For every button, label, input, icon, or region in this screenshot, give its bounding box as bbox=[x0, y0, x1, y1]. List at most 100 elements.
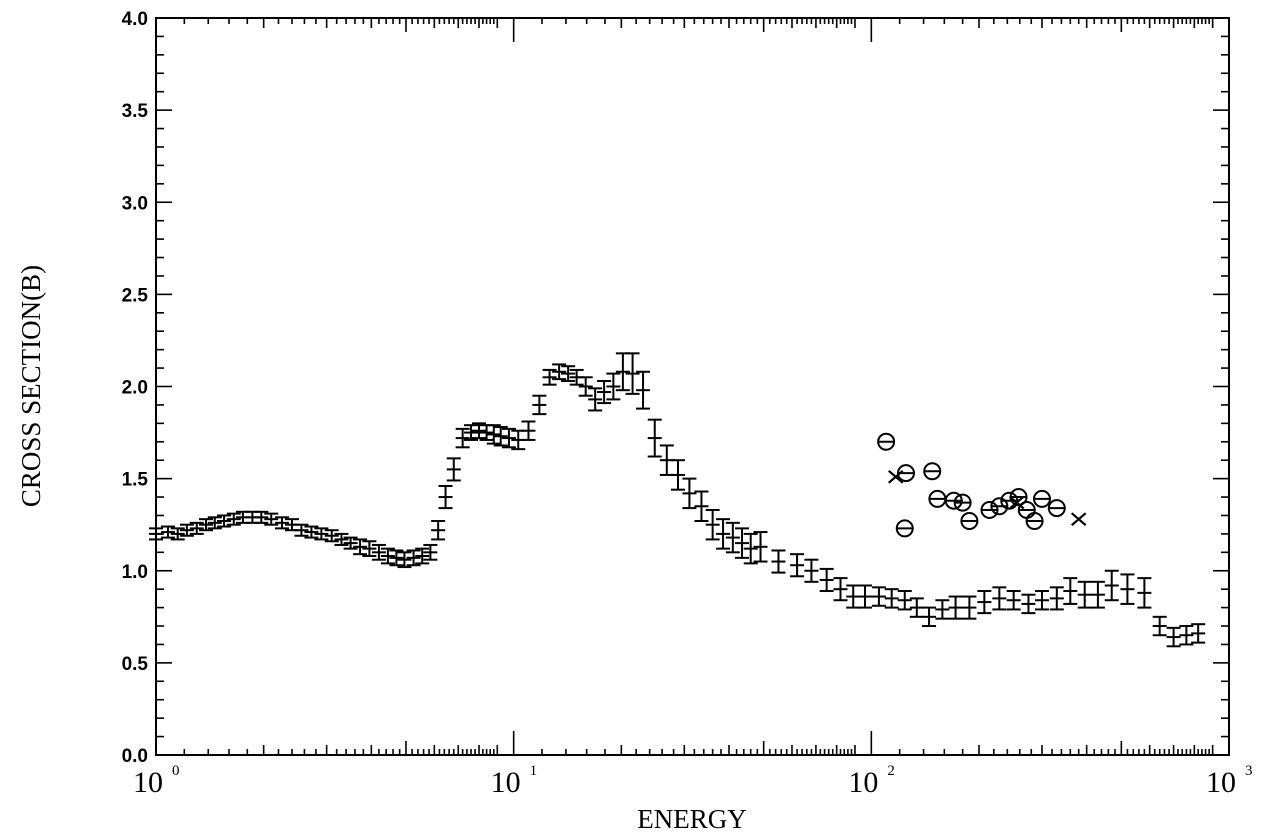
circle-point bbox=[928, 489, 947, 508]
errorbar-point bbox=[431, 520, 446, 541]
errorbar-point bbox=[472, 422, 487, 440]
errorbar-point bbox=[226, 512, 241, 526]
errorbar-point bbox=[833, 577, 848, 602]
errorbar-point bbox=[897, 590, 912, 611]
errorbar-point bbox=[1006, 590, 1021, 611]
errorbar-point bbox=[1152, 615, 1167, 637]
errorbar-point bbox=[1137, 577, 1152, 609]
errorbar-point bbox=[725, 521, 740, 554]
errorbar-point bbox=[606, 372, 621, 401]
errorbar-point bbox=[1166, 626, 1181, 648]
errorbar-point bbox=[217, 514, 232, 528]
circle-point bbox=[1032, 489, 1051, 508]
errorbar-point bbox=[446, 457, 461, 482]
errorbar-point bbox=[380, 547, 395, 565]
circle-point bbox=[1047, 499, 1066, 518]
errorbar-point bbox=[423, 543, 438, 561]
errorbar-point bbox=[334, 532, 349, 546]
errorbar-point bbox=[324, 529, 339, 543]
errorbar-point bbox=[1191, 623, 1206, 644]
errorbar-point bbox=[753, 531, 768, 563]
errorbar-point bbox=[636, 370, 651, 410]
errorbar-point bbox=[389, 549, 404, 567]
y-tick-label: 4.0 bbox=[122, 9, 148, 30]
errorbar-point bbox=[935, 599, 950, 620]
x-tick-exponent: 0 bbox=[172, 763, 180, 779]
cross-point bbox=[1070, 512, 1087, 526]
errorbar-point bbox=[561, 365, 576, 382]
errorbar-point bbox=[625, 352, 640, 395]
errorbar-point bbox=[647, 418, 662, 458]
axis-ticks bbox=[155, 17, 1229, 756]
errorbar-point bbox=[501, 427, 516, 449]
errorbar-point bbox=[694, 490, 709, 523]
errorbar-point bbox=[1104, 569, 1119, 602]
errorbar-point bbox=[743, 532, 758, 565]
x-tick-exponent: 2 bbox=[887, 763, 895, 779]
errorbar-point bbox=[1021, 593, 1036, 615]
y-tick-label: 2.0 bbox=[122, 378, 148, 399]
circle-point bbox=[1017, 500, 1036, 519]
errorbar-point bbox=[207, 516, 222, 530]
errorbar-point bbox=[884, 588, 899, 609]
errorbar-point bbox=[846, 584, 861, 609]
errorbar-point bbox=[264, 512, 279, 526]
errorbar-point bbox=[274, 516, 289, 530]
errorbar-point bbox=[170, 527, 185, 541]
errorbar-point bbox=[977, 590, 992, 615]
circle-point bbox=[980, 500, 999, 519]
errorbar-point bbox=[615, 352, 630, 392]
y-tick-label: 3.5 bbox=[122, 101, 149, 122]
x-tick-label: 10 bbox=[491, 766, 521, 799]
errorbar-point bbox=[790, 553, 805, 578]
x-tick-exponent: 1 bbox=[530, 763, 538, 779]
errorbar-point bbox=[304, 525, 319, 539]
x-tick-label: 10 bbox=[133, 766, 163, 799]
errorbar-point bbox=[542, 368, 557, 386]
errorbar-point bbox=[771, 549, 786, 574]
errorbar-point bbox=[199, 518, 214, 532]
x-tick-label: 10 bbox=[848, 766, 878, 799]
plot-frame bbox=[155, 17, 1230, 756]
x-tick-labels: 10 0 10 1 10 2 10 3 bbox=[133, 763, 1253, 799]
circle-point bbox=[960, 512, 979, 531]
y-axis-title: CROSS SECTION(B) bbox=[16, 265, 46, 507]
errorbar-point bbox=[578, 376, 593, 397]
errorbar-point bbox=[1090, 580, 1105, 609]
errorbar-point bbox=[521, 420, 536, 441]
errorbar-point bbox=[948, 595, 963, 620]
y-tick-label: 0.5 bbox=[122, 654, 149, 675]
errorbar-point bbox=[597, 379, 612, 405]
cross-point bbox=[1009, 495, 1025, 510]
circle-point bbox=[923, 462, 942, 481]
errorbar-point bbox=[588, 387, 603, 412]
circle-point bbox=[895, 519, 914, 538]
errorbar-point bbox=[1049, 586, 1064, 611]
errorbar-point bbox=[254, 510, 269, 524]
errorbar-point bbox=[1077, 580, 1092, 609]
y-tick-label: 3.0 bbox=[122, 193, 148, 214]
y-tick-labels: 0.0 0.5 1.0 1.5 2.0 2.5 3.0 3.5 4.0 bbox=[122, 9, 149, 767]
errorbar-point bbox=[922, 606, 937, 628]
errorbar-point bbox=[314, 527, 329, 541]
errorbar-point bbox=[819, 567, 834, 593]
circle-point bbox=[877, 432, 896, 451]
x-tick-exponent: 3 bbox=[1245, 763, 1253, 779]
errorbar-point bbox=[406, 549, 421, 567]
x-axis-title: ENERGY bbox=[637, 804, 747, 834]
errorbar-point bbox=[294, 523, 309, 537]
errorbar-point bbox=[1034, 590, 1049, 611]
errorbar-point bbox=[415, 547, 430, 565]
errorbar-point bbox=[682, 477, 697, 510]
data-marks bbox=[149, 352, 1206, 648]
errorbar-point bbox=[160, 525, 175, 539]
errorbar-point bbox=[735, 527, 750, 559]
errorbar-point bbox=[992, 586, 1007, 611]
x-tick-label: 10 bbox=[1206, 766, 1236, 799]
y-tick-label: 1.5 bbox=[122, 470, 149, 491]
errorbar-point bbox=[486, 424, 501, 445]
errorbar-point bbox=[871, 586, 886, 607]
errorbar-point bbox=[962, 595, 977, 620]
errorbar-point bbox=[804, 558, 819, 583]
